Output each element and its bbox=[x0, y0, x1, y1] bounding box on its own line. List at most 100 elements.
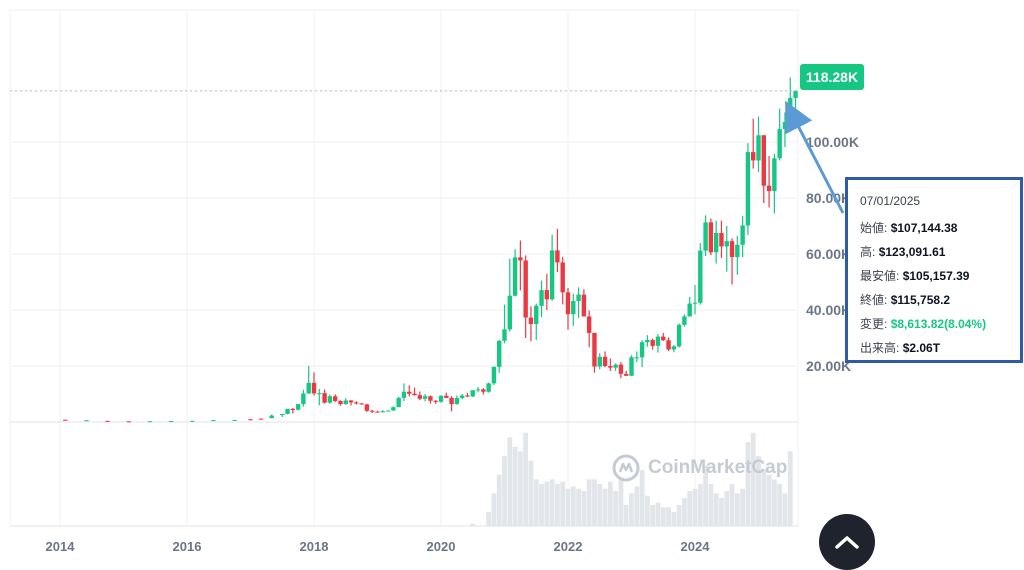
volume-bar bbox=[623, 505, 629, 526]
volume-bar bbox=[660, 507, 666, 526]
current-price-tag: 118.28K bbox=[800, 64, 864, 90]
candle-body bbox=[481, 389, 486, 392]
x-tick-label: 2024 bbox=[681, 539, 711, 554]
candle-body bbox=[788, 97, 793, 122]
candle-body bbox=[655, 336, 661, 346]
candle-body bbox=[650, 339, 655, 346]
candle-body bbox=[433, 400, 438, 402]
candle-body bbox=[285, 408, 290, 414]
candle-body bbox=[772, 158, 777, 191]
candle-body bbox=[597, 356, 602, 367]
candle-body bbox=[735, 244, 740, 258]
candle-body bbox=[126, 421, 131, 423]
tooltip-low: 最安値: $105,157.39 bbox=[860, 269, 970, 283]
x-tick-label: 2022 bbox=[554, 539, 583, 554]
y-tick-label: 20.00K bbox=[806, 358, 851, 374]
volume-bar bbox=[565, 488, 571, 526]
x-tick-label: 2016 bbox=[173, 539, 202, 554]
volume-bar bbox=[782, 493, 788, 526]
candle-body bbox=[724, 241, 729, 247]
volume-bar bbox=[528, 460, 534, 526]
volume-bar bbox=[491, 493, 497, 526]
candle-body bbox=[290, 408, 296, 410]
grid-layer bbox=[9, 9, 799, 527]
candle-body bbox=[523, 260, 528, 318]
candle-body bbox=[322, 393, 327, 403]
volume-bar bbox=[502, 456, 507, 526]
candle-body bbox=[438, 395, 444, 402]
candle-body bbox=[63, 419, 68, 421]
volume-bar bbox=[533, 479, 539, 526]
candle-body bbox=[343, 400, 348, 405]
volume-bar bbox=[766, 474, 772, 526]
volume-bar bbox=[544, 481, 550, 526]
candle-body bbox=[396, 397, 401, 408]
volume-bar bbox=[592, 479, 597, 526]
volume-bar bbox=[671, 512, 677, 526]
candle-body bbox=[687, 303, 692, 317]
candle-body bbox=[306, 382, 311, 394]
candle-body bbox=[385, 410, 391, 412]
candle-body bbox=[105, 420, 110, 422]
candle-body bbox=[560, 262, 565, 293]
candle-body bbox=[602, 356, 608, 366]
candle-body bbox=[539, 290, 544, 306]
tooltip-date: 07/01/2025 bbox=[860, 194, 921, 208]
tooltip-volume: 出来高: $2.06T bbox=[860, 341, 941, 355]
candle-body bbox=[459, 395, 465, 398]
axis-layer: 20.00K 40.00K 60.00K 80.00K 100.00K 2014 2016 2… bbox=[46, 134, 859, 554]
candle-body bbox=[332, 396, 338, 401]
volume-bar bbox=[740, 488, 746, 526]
volume-bar bbox=[655, 502, 661, 526]
volume-bar bbox=[560, 481, 566, 526]
candle-body bbox=[84, 420, 89, 422]
volume-bar bbox=[629, 493, 634, 526]
candle-body bbox=[676, 324, 682, 347]
candle-body bbox=[486, 383, 491, 392]
candle-body bbox=[613, 364, 618, 368]
volume-bar bbox=[597, 484, 603, 526]
candle-body bbox=[703, 222, 708, 251]
candle-body bbox=[248, 419, 253, 421]
candle-body bbox=[512, 257, 518, 296]
candle-body bbox=[454, 397, 460, 405]
candle-body bbox=[534, 305, 539, 324]
candle-body bbox=[465, 395, 470, 397]
candle-body bbox=[311, 382, 317, 394]
chevron-up-icon bbox=[835, 536, 859, 549]
candle-body bbox=[280, 413, 285, 415]
x-tick-label: 2018 bbox=[300, 539, 329, 554]
candle-body bbox=[729, 241, 735, 258]
volume-bar bbox=[719, 498, 724, 526]
candle-body bbox=[359, 403, 364, 405]
volume-bar bbox=[650, 505, 656, 526]
candle-body bbox=[761, 135, 766, 186]
volume-bar bbox=[576, 488, 581, 526]
candle-body bbox=[327, 396, 333, 403]
candle-body bbox=[295, 404, 301, 410]
candle-body bbox=[719, 233, 724, 247]
candle-body bbox=[497, 340, 502, 367]
volume-bar bbox=[470, 523, 476, 526]
volume-bar bbox=[523, 432, 529, 526]
candle-body bbox=[407, 391, 412, 394]
plot-frame bbox=[9, 9, 799, 527]
volume-bar bbox=[613, 491, 619, 526]
x-tick-label: 2014 bbox=[46, 539, 76, 554]
candle-body bbox=[634, 357, 639, 359]
candle-body bbox=[666, 340, 671, 350]
scroll-to-top-button[interactable] bbox=[819, 514, 875, 570]
volume-bar bbox=[507, 437, 513, 526]
volume-bar bbox=[687, 491, 693, 526]
volume-bar bbox=[581, 491, 587, 526]
candle-body bbox=[364, 404, 370, 411]
candle-body bbox=[608, 366, 613, 368]
candle-body bbox=[745, 152, 751, 226]
candle-body bbox=[629, 357, 634, 376]
volume-bar bbox=[570, 486, 576, 526]
candle-body bbox=[766, 185, 772, 191]
y-tick-label: 40.00K bbox=[806, 302, 851, 318]
volume-bar bbox=[549, 479, 555, 526]
candle-body bbox=[502, 329, 507, 341]
tooltip-change: 変更: $8,613.82(8.04%) bbox=[860, 317, 987, 331]
